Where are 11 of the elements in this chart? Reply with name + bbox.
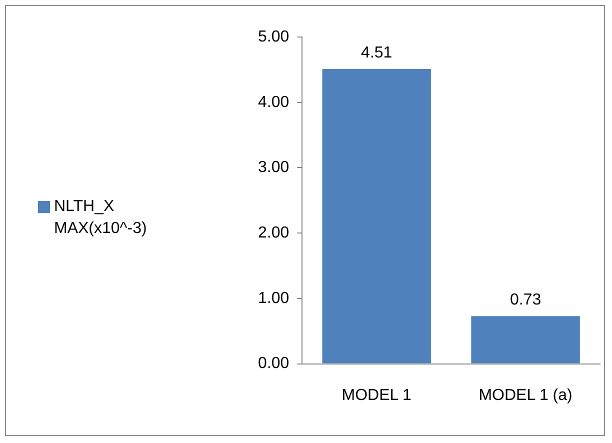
data-label: 4.51 [361, 44, 392, 62]
y-tick-label: 5.00 [258, 28, 290, 46]
x-tick-label: MODEL 1 (a) [478, 386, 572, 404]
data-label: 0.73 [510, 291, 542, 308]
y-tick-label: 0.00 [258, 355, 290, 372]
y-tick-label: 1.00 [258, 290, 290, 307]
y-tick-label: 3.00 [258, 159, 290, 176]
x-tick-label: MODEL 1 [342, 386, 412, 404]
y-tick-label: 4.00 [258, 94, 290, 111]
legend-label: NLTH_X MAX(x10^-3) [54, 197, 148, 239]
y-tick-label: 2.00 [258, 224, 290, 242]
